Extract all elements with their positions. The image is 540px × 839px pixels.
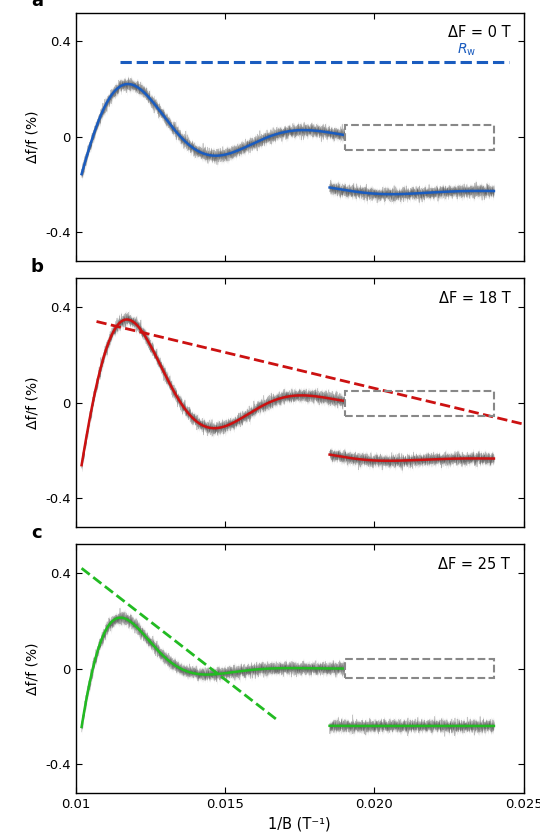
Text: $\it{R}_\mathrm{w}$: $\it{R}_\mathrm{w}$: [457, 42, 476, 58]
Bar: [345, 125, 494, 150]
Bar: [345, 391, 494, 416]
Text: ΔF = 25 T: ΔF = 25 T: [438, 557, 510, 572]
Text: b: b: [31, 258, 44, 276]
X-axis label: 1/B (T⁻¹): 1/B (T⁻¹): [268, 816, 331, 831]
Y-axis label: Δf/f (%): Δf/f (%): [25, 643, 39, 695]
Y-axis label: Δf/f (%): Δf/f (%): [25, 111, 39, 163]
Text: a: a: [31, 0, 43, 10]
Y-axis label: Δf/f (%): Δf/f (%): [25, 377, 39, 429]
Text: ΔF = 0 T: ΔF = 0 T: [448, 25, 510, 40]
Text: ΔF = 18 T: ΔF = 18 T: [438, 291, 510, 306]
Text: c: c: [31, 524, 42, 542]
Bar: [345, 659, 494, 678]
